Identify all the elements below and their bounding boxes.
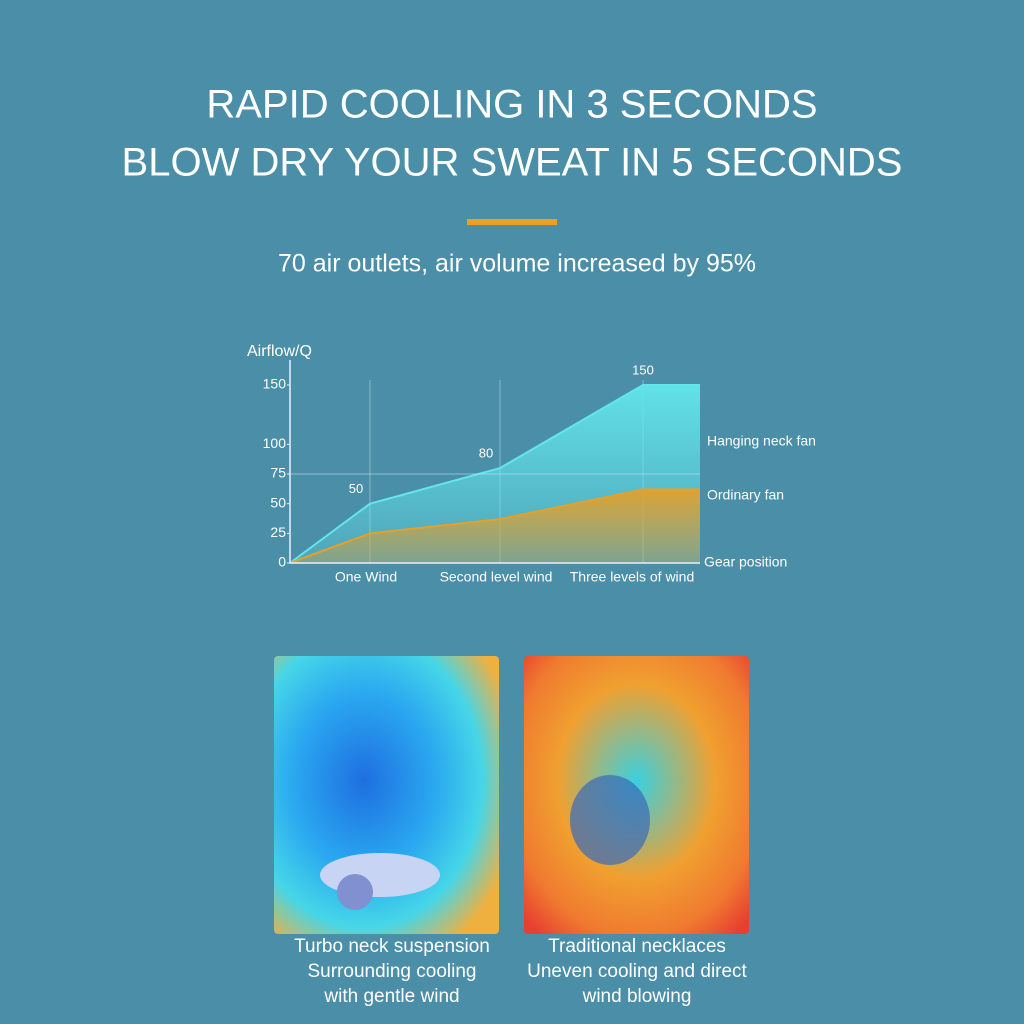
data-label: 50 — [349, 481, 363, 496]
y-tick-label: 50 — [270, 494, 286, 510]
y-axis-label: Airflow/Q — [247, 343, 312, 360]
x-axis-label: Gear position — [704, 554, 787, 570]
caption: Uneven cooling and direct — [527, 961, 747, 982]
chart: 0 25 50 75 100 150 Airflow/Q Gear position One W… — [247, 343, 816, 584]
y-tick-label: 25 — [270, 524, 286, 540]
y-tick-label: 150 — [263, 376, 287, 392]
x-tick-label: Second level wind — [440, 569, 553, 585]
caption: Surrounding cooling — [307, 961, 476, 982]
fan-shape — [337, 874, 373, 910]
subtitle: 70 air outlets, air volume increased by … — [278, 250, 756, 278]
y-tick-label: 0 — [278, 554, 286, 570]
caption: Turbo neck suspension — [294, 936, 490, 957]
title: BLOW DRY YOUR SWEAT IN 5 SECONDS — [122, 141, 903, 185]
caption: with gentle wind — [323, 986, 459, 1007]
y-tick-label: 75 — [270, 465, 286, 481]
divider — [467, 219, 557, 225]
fan-shape — [570, 775, 650, 865]
legend-label: Ordinary fan — [707, 487, 784, 503]
area — [290, 489, 700, 563]
x-tick-label: Three levels of wind — [570, 569, 695, 585]
title: RAPID COOLING IN 3 SECONDS — [206, 83, 817, 127]
data-label: 150 — [632, 362, 654, 377]
data-label: 80 — [479, 446, 493, 461]
x-tick-label: One Wind — [335, 569, 397, 585]
line — [289, 384, 700, 564]
y-tick-label: 100 — [263, 435, 287, 451]
legend-label: Hanging neck fan — [707, 433, 816, 449]
line — [289, 488, 700, 564]
caption: wind blowing — [582, 986, 692, 1007]
caption: Traditional necklaces — [548, 936, 726, 957]
